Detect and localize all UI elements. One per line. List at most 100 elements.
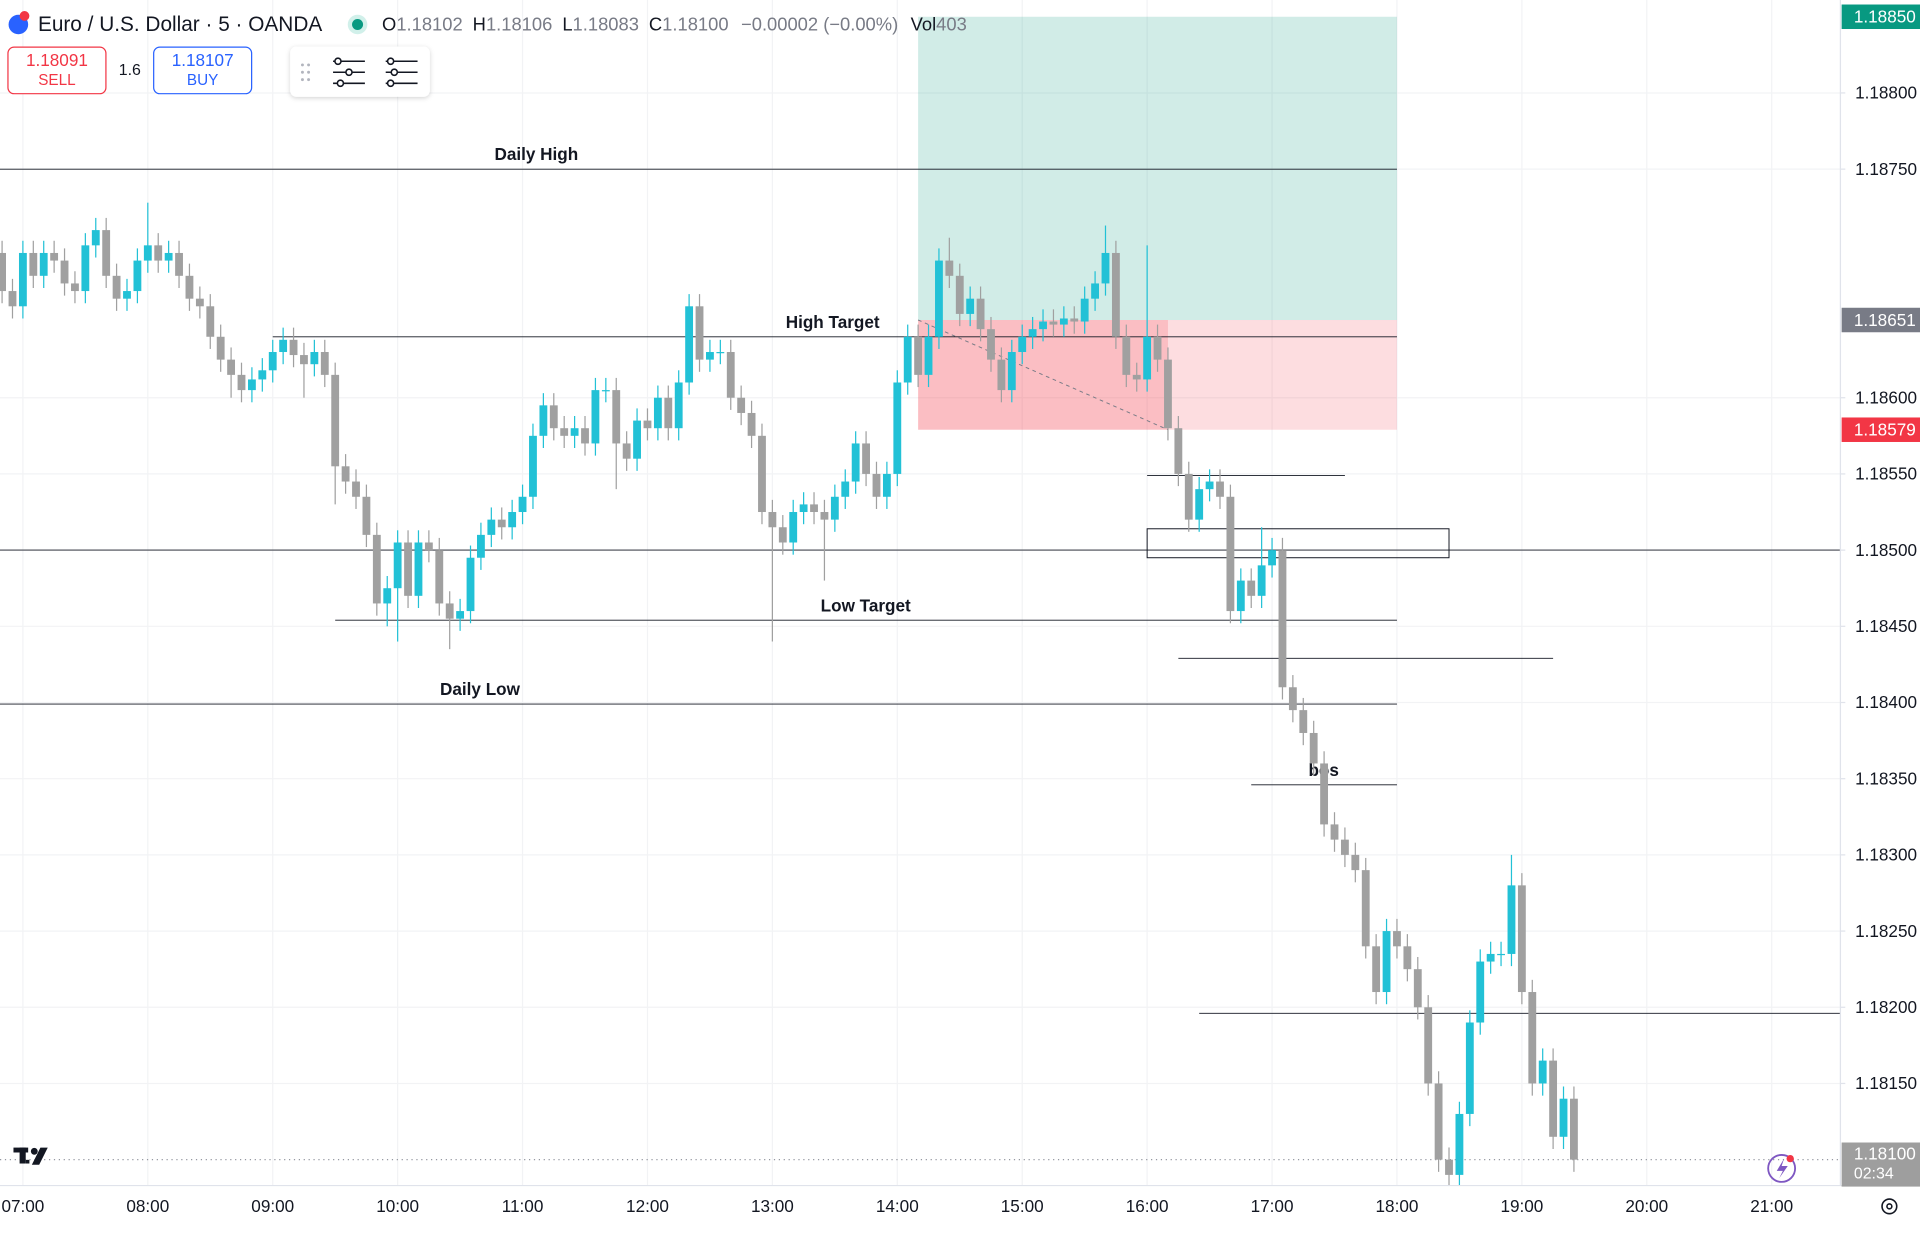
candle-body — [591, 390, 600, 444]
candle-body — [185, 275, 194, 299]
candle-body — [747, 412, 756, 436]
candle-body — [1320, 763, 1329, 825]
price-badge — [1841, 307, 1920, 333]
candle-body — [549, 405, 558, 429]
buy-price[interactable]: 1.18107 — [172, 50, 234, 70]
candle-body — [799, 504, 808, 513]
y-tick-label: 1.18200 — [1855, 997, 1917, 1017]
candle-body — [29, 252, 38, 276]
candle-body — [1216, 481, 1224, 497]
x-tick-label: 18:00 — [1376, 1196, 1419, 1216]
header: Euro / U.S. Dollar · 5 · OANDA O1.18102 … — [7, 11, 967, 97]
tradingview-logo — [13, 1147, 48, 1165]
y-tick-label: 1.18400 — [1855, 692, 1917, 712]
candle-body — [1393, 931, 1401, 947]
candle-body — [1070, 318, 1079, 322]
x-tick-label: 21:00 — [1750, 1196, 1793, 1216]
sell-button[interactable]: 1.18091 SELL — [7, 46, 107, 95]
candle-body — [935, 260, 943, 337]
candle-body — [674, 382, 683, 429]
candle-body — [1268, 550, 1276, 566]
price-badge-label: 1.18850 — [1854, 7, 1916, 27]
candle-body — [300, 355, 308, 365]
candle-body — [227, 359, 236, 375]
candle-body — [206, 306, 215, 337]
candle-body — [570, 428, 579, 436]
buy-label[interactable]: BUY — [187, 72, 218, 89]
candle-body — [1330, 824, 1339, 840]
candle-body — [1476, 961, 1485, 1023]
level-label: Low Target — [821, 595, 911, 615]
candle-body — [123, 291, 131, 299]
x-tick-label: 11:00 — [502, 1196, 544, 1216]
candle-body — [1528, 992, 1537, 1084]
candle-body — [914, 336, 923, 375]
candle-body — [1257, 565, 1266, 596]
object-tree-icon[interactable] — [385, 57, 418, 88]
settings-icon[interactable] — [333, 57, 365, 88]
candle-body — [487, 519, 496, 535]
candle-body — [1091, 283, 1100, 299]
candle-body — [758, 435, 766, 513]
settings-gear[interactable] — [1881, 1198, 1898, 1215]
level-label: Daily High — [494, 144, 578, 164]
candle-body — [1018, 336, 1027, 353]
sell-price[interactable]: 1.18091 — [26, 50, 88, 70]
candle-body — [1143, 336, 1152, 380]
candle-body — [851, 443, 860, 482]
y-tick-label: 1.18250 — [1855, 921, 1917, 941]
candle-body — [893, 382, 902, 474]
candle-body — [685, 306, 694, 383]
price-axis: 1.18150 1.18200 1.18250 1.18300 1.18350 1.184… — [1, 4, 1920, 1216]
last-price-label: 1.18100 — [1854, 1143, 1916, 1163]
candle-body — [882, 473, 891, 497]
candle-body — [664, 397, 673, 429]
candle-body — [39, 252, 48, 276]
drag-handle[interactable] — [300, 63, 311, 82]
candle-body — [1288, 687, 1297, 711]
sell-label[interactable]: SELL — [38, 72, 75, 89]
volume-key: Vol — [911, 14, 937, 35]
candle-body — [1080, 298, 1089, 322]
candle-body — [1517, 885, 1526, 993]
x-tick-label: 16:00 — [1126, 1196, 1169, 1216]
last-price-badge — [1841, 1142, 1920, 1187]
candle-body — [164, 252, 173, 261]
buy-button-frame[interactable] — [153, 46, 253, 95]
candle-body — [112, 275, 121, 299]
candle-body — [352, 481, 360, 497]
candle-body — [1424, 1007, 1433, 1084]
alert-icon[interactable] — [1767, 1154, 1797, 1183]
y-tick-label: 1.18750 — [1855, 159, 1917, 179]
candle-body — [393, 542, 402, 589]
candle-body — [1434, 1083, 1443, 1160]
candle-body — [716, 352, 725, 354]
candle-body — [830, 496, 839, 520]
candle-body — [1403, 946, 1412, 970]
buy-button[interactable]: 1.18107 BUY — [153, 46, 253, 95]
candle-body — [331, 374, 340, 467]
candle-body — [133, 260, 142, 292]
candle-body — [497, 519, 506, 528]
price-badge — [1841, 4, 1920, 30]
candle-body — [1351, 854, 1360, 871]
candle-body — [924, 336, 933, 375]
candle-body — [529, 435, 537, 497]
candle-body — [18, 252, 27, 307]
candle-body — [622, 443, 631, 459]
floating-toolbar — [290, 46, 430, 97]
candle-body — [1028, 329, 1037, 337]
candle-body — [976, 298, 985, 330]
candle-body — [1570, 1098, 1578, 1160]
candle-body — [1226, 496, 1235, 612]
candle-body — [1549, 1060, 1558, 1137]
sell-button-frame[interactable] — [7, 46, 107, 95]
candle-body — [653, 397, 662, 429]
candle-body — [1039, 321, 1047, 330]
candle-body — [81, 245, 90, 292]
candle-body — [737, 397, 746, 413]
candle-body — [216, 336, 225, 360]
x-tick-label: 12:00 — [626, 1196, 669, 1216]
candle-body — [1465, 1022, 1474, 1114]
candle-body — [91, 230, 100, 246]
